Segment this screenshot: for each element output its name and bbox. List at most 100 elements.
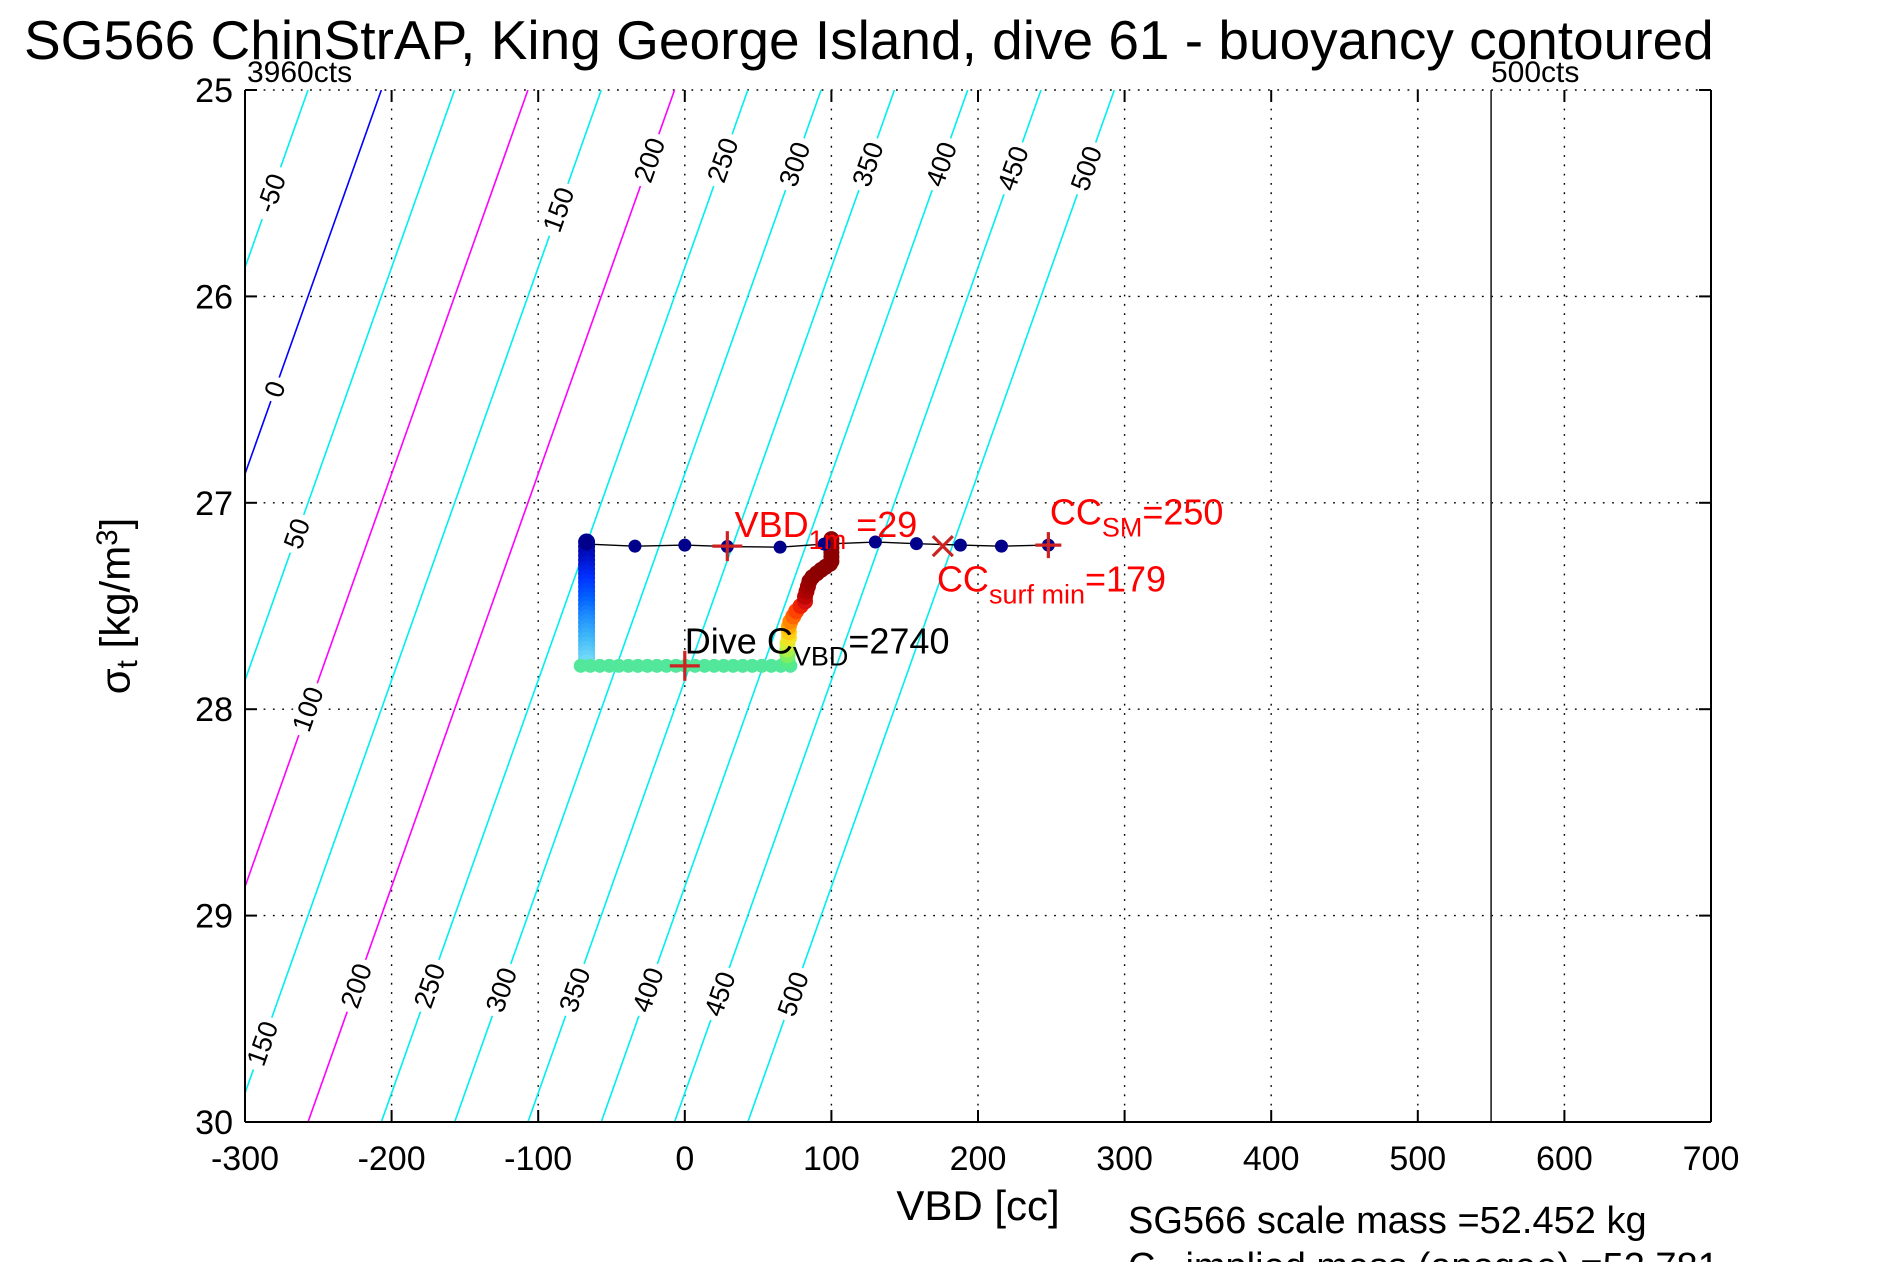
contour-label: 200 xyxy=(335,960,378,1012)
contour-label-group: 450 xyxy=(697,963,743,1025)
contour-label-bg xyxy=(249,162,294,224)
contour-label-group: 350 xyxy=(552,959,598,1021)
surface-point xyxy=(678,538,692,552)
ylabel-units-close: ] xyxy=(91,517,139,530)
contour-line-250 xyxy=(380,90,749,1122)
contour-label: 400 xyxy=(626,964,669,1016)
y-tick-label: 25 xyxy=(195,72,233,110)
dive-cvbd-label-part: VBD xyxy=(793,641,849,671)
cc-sm-label-part: =250 xyxy=(1142,491,1223,532)
contour-label-bg xyxy=(536,179,582,241)
contour-label-bg xyxy=(552,959,598,1021)
contour-label: 250 xyxy=(701,134,744,186)
contour-line-450 xyxy=(673,90,1042,1122)
contour-label: 350 xyxy=(846,138,889,190)
contour-line-300 xyxy=(453,90,822,1122)
contour-label: 100 xyxy=(286,683,329,735)
contour-label: 500 xyxy=(1065,142,1108,194)
contour-label-bg xyxy=(285,678,331,740)
x-tick-label: 100 xyxy=(803,1140,860,1178)
ylabel-sup-3: 3 xyxy=(90,529,124,546)
contour-label: 300 xyxy=(773,138,816,190)
contour-label-group: 250 xyxy=(407,955,453,1017)
contour-label-bg xyxy=(627,129,672,191)
contour-label-bg xyxy=(277,510,317,558)
contour-label-group: 200 xyxy=(627,129,672,191)
markers xyxy=(669,531,1062,681)
counts-label-left: 3960cts xyxy=(247,56,353,89)
surface-point xyxy=(628,539,642,553)
contour-line-0 xyxy=(245,90,383,477)
cc-sm-label-part: CC xyxy=(1050,491,1102,532)
vbd-1m-label-part: =29 xyxy=(846,504,917,545)
vbd-1m-label-part: 1m xyxy=(809,525,847,555)
contour-line--50 xyxy=(245,90,309,270)
x-tick-label: 200 xyxy=(950,1140,1007,1178)
cc-surf-min-label: CCsurf min=179 xyxy=(937,559,1166,610)
contour-label-bg xyxy=(772,133,818,195)
surface-point xyxy=(953,538,967,552)
cc-surf-min-label-part: =179 xyxy=(1085,559,1166,600)
contour-label-bg xyxy=(700,129,746,191)
contour-lines xyxy=(245,90,1116,1122)
contour-label-bg xyxy=(334,955,379,1017)
contour-label: 500 xyxy=(772,968,815,1020)
ylabel-units: [kg/m xyxy=(91,545,139,661)
contour-label: 150 xyxy=(537,183,580,235)
contour-line-350 xyxy=(527,90,896,1122)
vbd-1m-label-part: VBD xyxy=(735,504,809,545)
chart-title: SG566 ChinStrAP, King George Island, div… xyxy=(24,9,1714,71)
vbd-1m-label: VBD1m =29 xyxy=(735,504,918,555)
contour-label-bg xyxy=(240,1012,285,1075)
contour-label-group: 50 xyxy=(277,510,317,558)
contour-label: 450 xyxy=(698,968,741,1020)
y-axis-label: σt [kg/m3] xyxy=(91,518,145,694)
x-tick-label: 600 xyxy=(1536,1140,1593,1178)
x-marker xyxy=(931,535,954,558)
y-tick-label: 27 xyxy=(195,485,233,523)
cc-surf-min-label-part: surf min xyxy=(989,580,1085,610)
contour-label: 450 xyxy=(992,142,1035,194)
contour-label: 300 xyxy=(480,964,523,1016)
contour-label-group: 250 xyxy=(700,129,746,191)
cc-sm-label: CCSM=250 xyxy=(1050,491,1224,542)
dive-cvbd-label-part: =2740 xyxy=(848,620,949,661)
contour-label-bg xyxy=(770,963,816,1025)
x-axis-label: VBD [cc] xyxy=(896,1182,1060,1229)
contour-label-bg xyxy=(845,133,891,195)
surface-point xyxy=(909,537,923,551)
contour-label-bg xyxy=(697,963,743,1025)
surface-point xyxy=(773,540,787,554)
contour-line-500 xyxy=(747,90,1116,1122)
contour-line-150 xyxy=(245,90,602,1096)
implied-mass-text: Cimplied mass (apogee) =52.781 xyxy=(1128,1246,1719,1262)
x-tick-label: 0 xyxy=(675,1140,694,1178)
contour-label-bg xyxy=(479,959,524,1021)
dive-cvbd-label: Dive CVBD=2740 xyxy=(685,620,950,671)
contour-label-bg xyxy=(918,133,964,195)
x-tick-label: -300 xyxy=(211,1140,279,1178)
implied-mass-prefix: C xyxy=(1128,1246,1155,1262)
contour-label-group: 350 xyxy=(845,133,891,195)
contour-label: 150 xyxy=(241,1017,284,1069)
contour-label-bg xyxy=(1064,137,1109,200)
contour-label: 350 xyxy=(553,964,596,1016)
contour-label: 400 xyxy=(920,138,963,190)
contour-label-group: 400 xyxy=(625,959,671,1021)
descent-bar xyxy=(578,533,596,672)
climb-trail xyxy=(779,531,840,669)
x-tick-label: 700 xyxy=(1683,1140,1740,1178)
cc-surf-min-label-part: CC xyxy=(937,559,989,600)
surface-point xyxy=(817,537,831,551)
x-tick-label: 300 xyxy=(1096,1140,1153,1178)
contour-label-group: 300 xyxy=(772,133,818,195)
contour-label: 200 xyxy=(628,134,671,186)
contour-label-group: 150 xyxy=(240,1012,285,1075)
scale-mass-text: SG566 scale mass =52.452 kg xyxy=(1128,1200,1647,1242)
ticks xyxy=(244,89,1712,1123)
x-tick-label: 400 xyxy=(1243,1140,1300,1178)
contour-label-bg xyxy=(257,372,293,406)
contour-label-group: 100 xyxy=(285,678,331,740)
ylabel-sub-t: t xyxy=(111,660,145,669)
